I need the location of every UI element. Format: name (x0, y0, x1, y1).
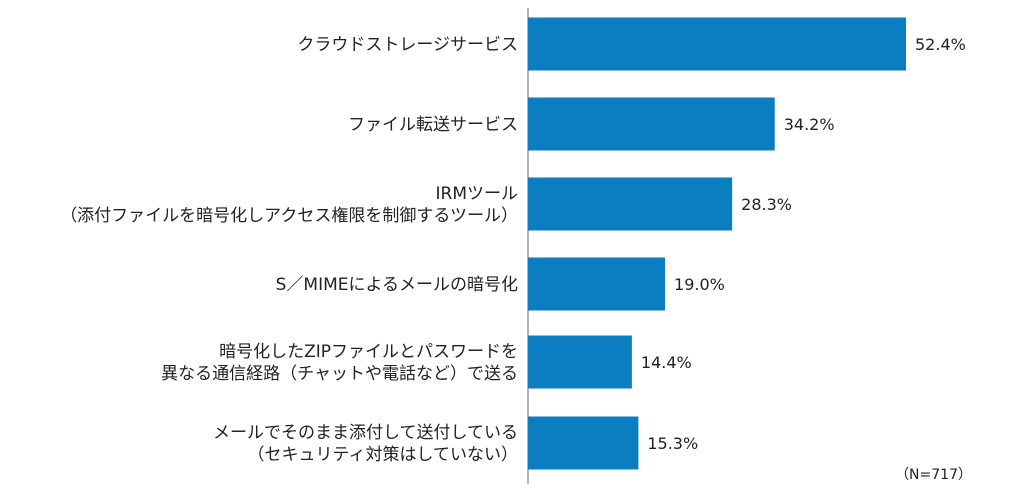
sample-size-note: （N=717） (895, 467, 972, 483)
category-label-1: クラウドストレージサービス (297, 35, 518, 55)
category-label-3-line-2: （添付ファイルを暗号化しアクセス権限を制御するツール） (60, 206, 518, 226)
category-label-4-line-1: S／MIMEによるメールの暗号化 (276, 275, 518, 295)
bar-1 (528, 17, 906, 71)
bar-2 (528, 97, 775, 151)
value-label-4: 19.0% (674, 275, 725, 294)
category-label-3-line-1: IRMツール (436, 184, 519, 204)
category-label-3: IRMツール（添付ファイルを暗号化しアクセス権限を制御するツール） (60, 184, 518, 226)
category-label-6-line-2: （セキュリティ対策はしていない） (248, 445, 518, 465)
category-label-6: メールでそのまま添付して送付している（セキュリティ対策はしていない） (213, 423, 518, 465)
category-label-2-line-1: ファイル転送サービス (348, 115, 518, 135)
value-label-2: 34.2% (784, 115, 835, 134)
bar-3 (528, 177, 733, 231)
category-label-1-line-1: クラウドストレージサービス (297, 35, 518, 55)
category-label-5-line-2: 異なる通信経路（チャットや電話など）で送る (161, 364, 518, 384)
bar-5 (528, 335, 632, 389)
value-label-3: 28.3% (741, 195, 792, 214)
category-label-5: 暗号化したZIPファイルとパスワードを異なる通信経路（チャットや電話など）で送る (161, 342, 518, 384)
bar-4 (528, 257, 666, 311)
bar-6 (528, 416, 639, 470)
category-label-4: S／MIMEによるメールの暗号化 (276, 275, 518, 295)
value-label-1: 52.4% (915, 35, 966, 54)
value-label-6: 15.3% (647, 434, 698, 453)
category-label-5-line-1: 暗号化したZIPファイルとパスワードを (219, 342, 518, 362)
value-label-5: 14.4% (641, 353, 692, 372)
category-label-2: ファイル転送サービス (348, 115, 518, 135)
category-label-6-line-1: メールでそのまま添付して送付している (213, 423, 518, 443)
